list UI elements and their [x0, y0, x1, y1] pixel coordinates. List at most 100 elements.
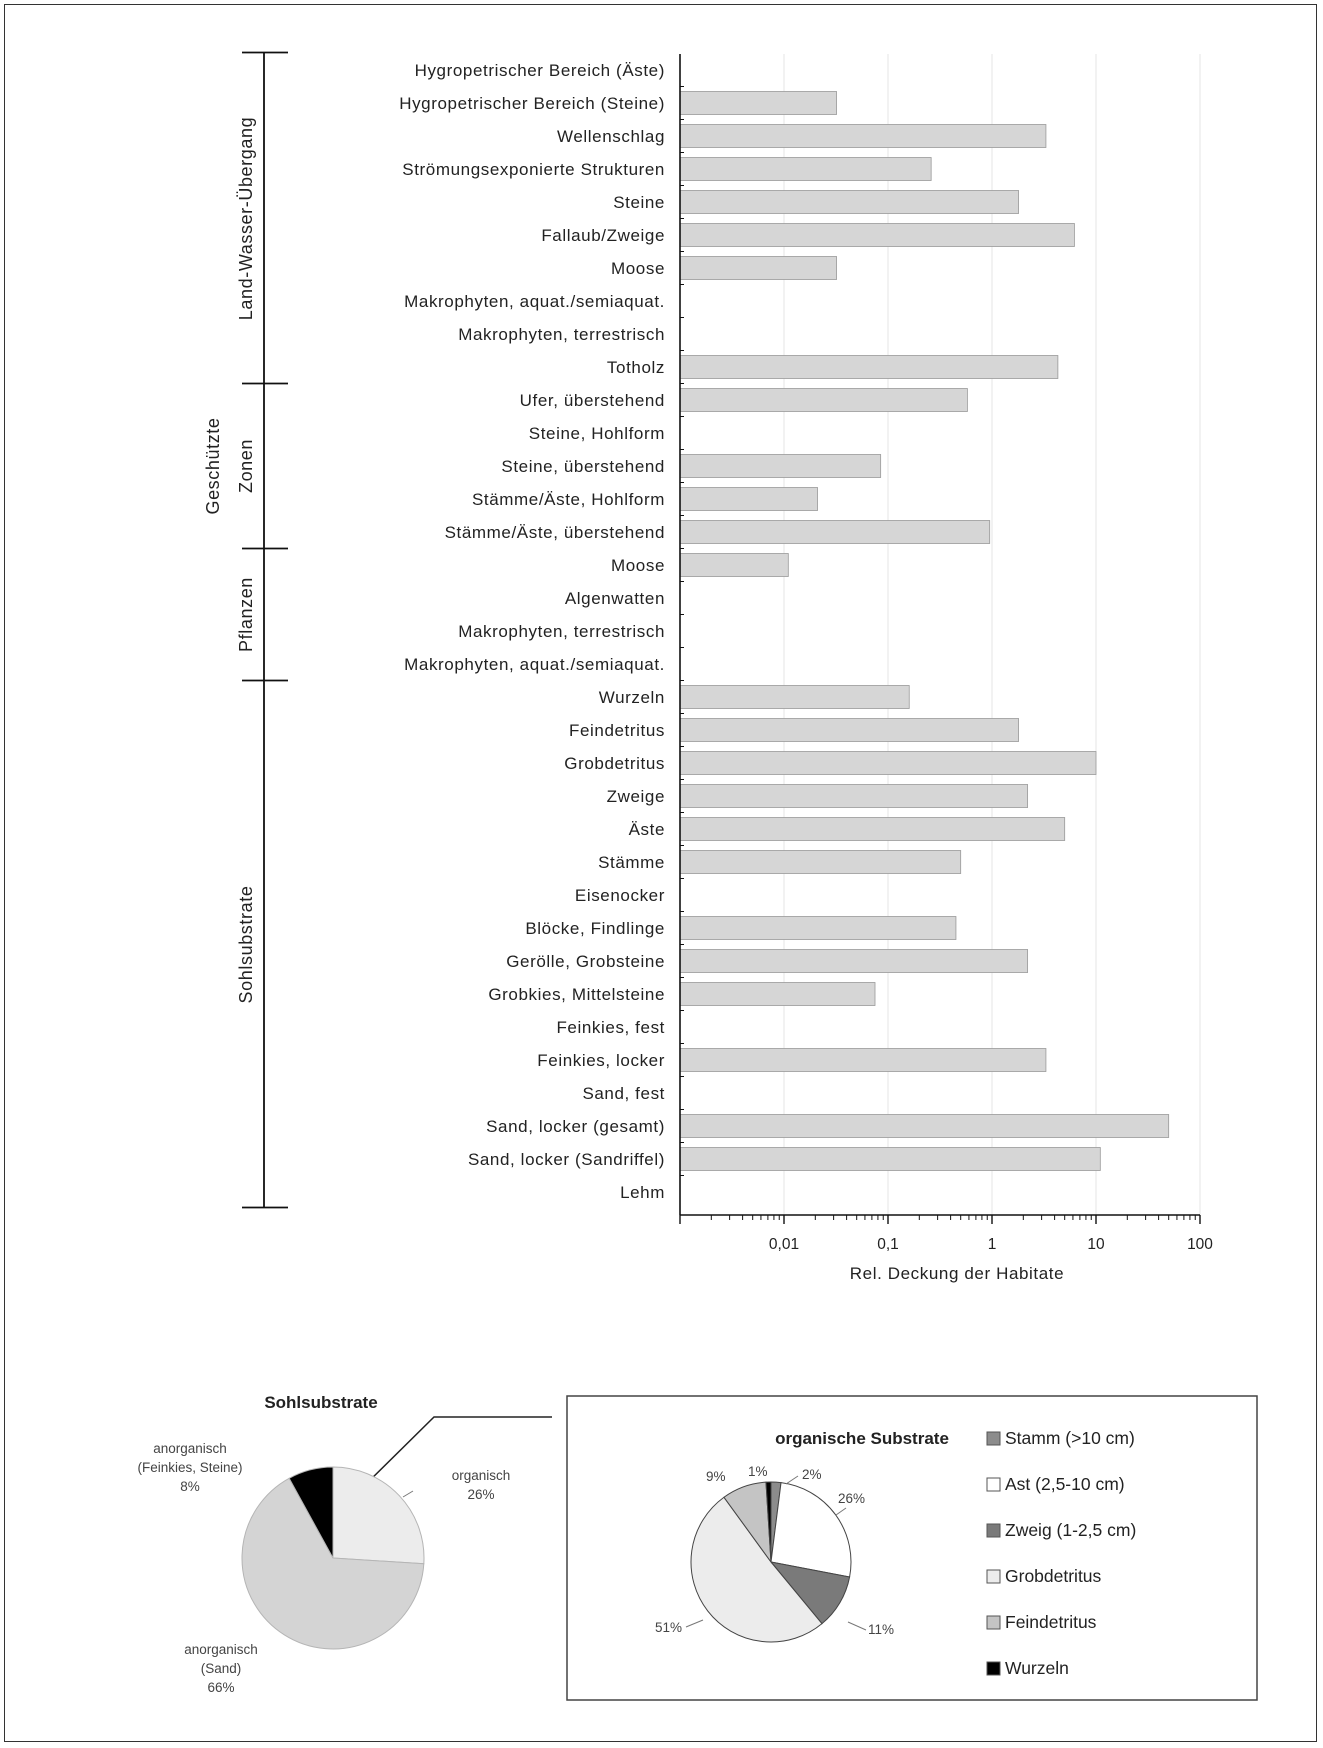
legend-entry: Zweig (1-2,5 cm) [1005, 1520, 1136, 1540]
group-label: Pflanzen [236, 577, 256, 652]
pie-connector-line [361, 1416, 552, 1489]
pie-label-leader [402, 1490, 414, 1498]
bar-chart-x-axis-label: Rel. Deckung der Habitate [850, 1264, 1064, 1283]
bar [679, 190, 1019, 214]
category-label: Makrophyten, terrestrisch [458, 622, 665, 641]
category-label: Hygropetrischer Bereich (Äste) [415, 61, 665, 80]
category-label: Gerölle, Grobsteine [506, 952, 665, 971]
legend-entry: Ast (2,5-10 cm) [1005, 1474, 1125, 1494]
pie-chart-sohlsubstrate: organisch 26% anorganisch (Sand) 66% anorgani… [137, 1441, 510, 1695]
category-label: Ufer, überstehend [520, 391, 665, 410]
legend-entry: Stamm (>10 cm) [1005, 1428, 1135, 1448]
legend-entry: Feindetritus [1005, 1612, 1097, 1632]
pie-label-leader [785, 1475, 799, 1485]
category-label: Steine, Hohlform [529, 424, 665, 443]
bar [679, 124, 1047, 148]
category-label: Totholz [607, 358, 665, 377]
pie-label-leader [847, 1621, 867, 1631]
bar [679, 1048, 1047, 1072]
category-label: Wurzeln [599, 688, 665, 707]
x-tick-label: 1 [988, 1236, 997, 1253]
legend-swatch [986, 1661, 1001, 1676]
bar [679, 355, 1059, 379]
pie-slice [332, 1466, 425, 1565]
bar [679, 784, 1029, 808]
pie-slice [288, 1466, 334, 1559]
category-label: Steine [613, 193, 665, 212]
bar [679, 1147, 1101, 1171]
legend-swatch [986, 1569, 1001, 1584]
category-label: Stämme/Äste, überstehend [445, 523, 665, 542]
pie-chart-organische-substrate: 2% 26% 11% 51% 9% 1% [655, 1464, 894, 1643]
pie-slice-label: 26% [467, 1487, 494, 1502]
pie-slice-label: 11% [868, 1622, 894, 1637]
bar [679, 982, 876, 1006]
bar [679, 1114, 1170, 1138]
category-label: Feinkies, fest [556, 1018, 665, 1037]
pie-slice-label: 26% [838, 1491, 865, 1506]
category-label: Makrophyten, aquat./semiaquat. [404, 292, 665, 311]
bar [679, 850, 962, 874]
bar [679, 223, 1075, 247]
category-label: Makrophyten, aquat./semiaquat. [404, 655, 665, 674]
organic-substrates-inset-box [566, 1395, 1258, 1701]
pie-slice-label: 66% [207, 1680, 234, 1695]
legend-swatch [986, 1431, 1001, 1446]
category-label: Sand, fest [582, 1084, 665, 1103]
pie-slice-label: (Feinkies, Steine) [137, 1460, 242, 1475]
pie-slice-label: 9% [706, 1469, 726, 1484]
category-label: Makrophyten, terrestrisch [458, 325, 665, 344]
bar [679, 817, 1066, 841]
pie-slice [770, 1482, 852, 1578]
pie-slice-label: (Sand) [201, 1661, 242, 1676]
category-label: Wellenschlag [557, 127, 665, 146]
category-label: Grobdetritus [564, 754, 665, 773]
bar [679, 718, 1019, 742]
pie-slice [690, 1496, 823, 1643]
category-label: Sand, locker (Sandriffel) [468, 1150, 665, 1169]
pie-slice [241, 1477, 425, 1650]
bar [679, 91, 837, 115]
category-label: Grobkies, Mittelsteine [488, 985, 665, 1004]
category-label: Eisenocker [575, 886, 665, 905]
legend-swatch [986, 1615, 1001, 1630]
legend-swatch [986, 1477, 1001, 1492]
category-label: Moose [611, 556, 665, 575]
pie-slice-label: 2% [802, 1467, 822, 1482]
pie-label-leader [685, 1619, 704, 1628]
bar [679, 157, 932, 181]
group-label: Land-Wasser-Übergang [236, 117, 256, 320]
pie-slice-label: 1% [748, 1464, 768, 1479]
category-label: Moose [611, 259, 665, 278]
category-label: Zweige [607, 787, 665, 806]
pie-chart-title-organische-substrate: organische Substrate [775, 1429, 949, 1448]
category-label: Fallaub/Zweige [541, 226, 665, 245]
pie-slice-label: 51% [655, 1620, 682, 1635]
group-label: Zonen [236, 439, 256, 493]
category-label: Hygropetrischer Bereich (Steine) [399, 94, 665, 113]
x-tick-label: 100 [1187, 1236, 1213, 1253]
category-label: Strömungsexponierte Strukturen [402, 160, 665, 179]
pie-label-leader [835, 1507, 847, 1516]
pie-slice-label: 8% [180, 1479, 200, 1494]
category-label: Stämme [598, 853, 665, 872]
bar [679, 520, 991, 544]
category-label: Feinkies, locker [537, 1051, 665, 1070]
bar [679, 388, 968, 412]
bar [679, 949, 1029, 973]
category-label: Blöcke, Findlinge [525, 919, 665, 938]
pie-slice-label: anorganisch [153, 1441, 227, 1456]
pie-slice-label: organisch [452, 1468, 511, 1483]
category-label: Lehm [620, 1183, 665, 1202]
bar [679, 454, 882, 478]
bar [679, 751, 1097, 775]
legend-entry: Wurzeln [1005, 1658, 1069, 1678]
legend-entry: Grobdetritus [1005, 1566, 1102, 1586]
bar-chart: Hygropetrischer Bereich (Äste) Hygropetri… [203, 51, 1213, 1253]
pie-legend-organische-substrate: Stamm (>10 cm) Ast (2,5-10 cm) Zweig (1-2,… [986, 1428, 1136, 1678]
pie-slice-label: anorganisch [184, 1642, 258, 1657]
group-label: Sohlsubstrate [236, 886, 256, 1004]
category-label: Feindetritus [569, 721, 665, 740]
pie-chart-title-sohlsubstrate: Sohlsubstrate [264, 1393, 377, 1412]
